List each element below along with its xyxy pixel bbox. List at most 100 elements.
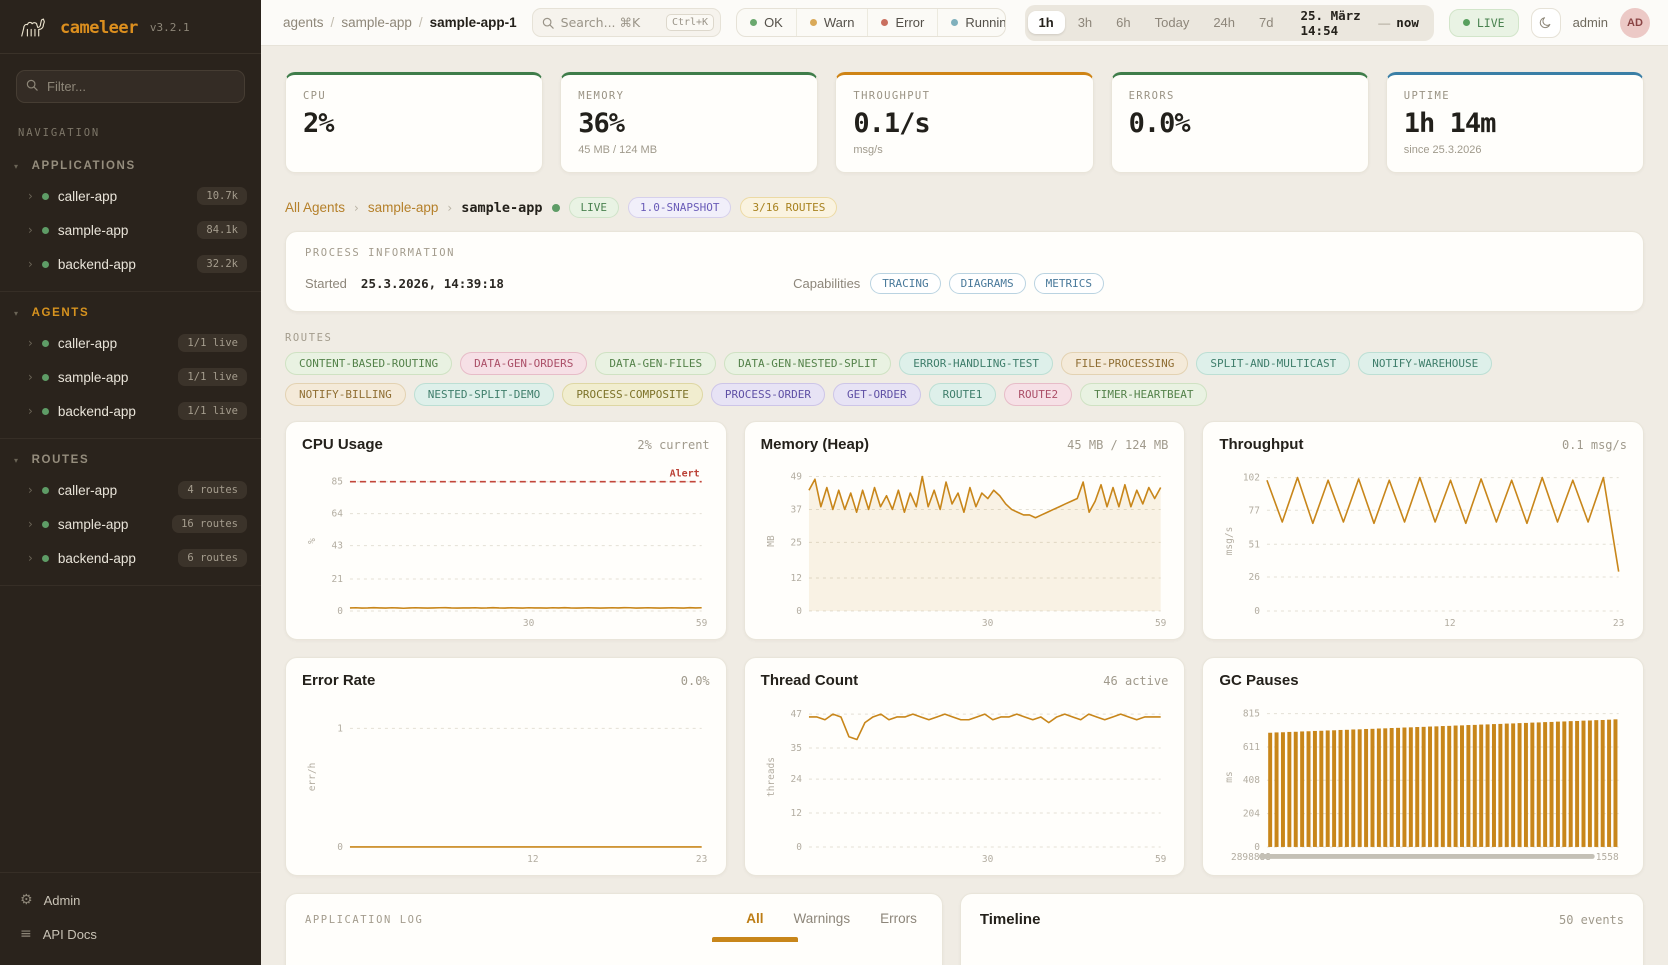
chart-plot-throughput: 0 26 51 77 102 msg/s 12 23 <box>1224 473 1624 629</box>
gc-chart-scrollbar[interactable] <box>1259 853 1596 859</box>
search-icon <box>542 17 554 29</box>
log-tab-all[interactable]: All <box>711 911 799 942</box>
status-dot-green <box>41 339 49 347</box>
capability-chip-tracing: TRACING <box>870 273 941 294</box>
sidebar-item-routes-backend-app[interactable]: › backend-app 6 routes <box>0 541 261 575</box>
sidebar-item-label: sample-app <box>57 369 129 385</box>
svg-text:30: 30 <box>982 618 994 629</box>
status-filter-label: Warn <box>823 15 855 30</box>
sidebar-section-header-applications[interactable]: ▾ APPLICATIONS <box>0 153 261 179</box>
route-chip-route1[interactable]: ROUTE1 <box>928 383 997 406</box>
process-info-card: PROCESS INFORMATION Started 25.3.2026, 1… <box>285 231 1644 312</box>
chart-plot-gc-pauses: 0 204 408 611 815 ms 2898888 1558 <box>1224 709 1619 863</box>
agent-link-all-agents[interactable]: All Agents <box>285 200 346 215</box>
sidebar-item-applications-backend-app[interactable]: › backend-app 32.2k <box>0 247 261 281</box>
route-chip-nested-split-demo[interactable]: NESTED-SPLIT-DEMO <box>413 383 555 406</box>
status-dot-green <box>41 260 49 268</box>
svg-text:0: 0 <box>1255 606 1261 617</box>
route-chip-timer-heartbeat[interactable]: TIMER-HEARTBEAT <box>1080 383 1208 406</box>
app-logo[interactable]: cameleer v3.2.1 <box>0 0 261 54</box>
sidebar-item-badge: 84.1k <box>197 221 247 239</box>
status-filter-ok[interactable]: OK <box>737 9 796 36</box>
route-chip-route2[interactable]: ROUTE2 <box>1004 383 1073 406</box>
sidebar-item-routes-caller-app[interactable]: › caller-app 4 routes <box>0 473 261 507</box>
section-label: ROUTES <box>31 454 90 466</box>
live-badge[interactable]: LIVE <box>1448 8 1519 37</box>
route-chip-data-gen-files[interactable]: DATA-GEN-FILES <box>595 352 717 375</box>
status-filter-label: Error <box>895 15 925 30</box>
chart-title: Thread Count <box>760 672 859 689</box>
sidebar-section-header-routes[interactable]: ▾ ROUTES <box>0 447 261 473</box>
theme-toggle-button[interactable] <box>1530 7 1561 38</box>
sidebar-item-agents-sample-app[interactable]: › sample-app 1/1 live <box>0 360 261 394</box>
svg-text:59: 59 <box>1155 618 1167 629</box>
metric-card-memory: MEMORY 36% 45 MB / 124 MB <box>560 72 819 173</box>
avatar[interactable]: AD <box>1620 7 1650 38</box>
time-range-24h[interactable]: 24h <box>1202 11 1246 34</box>
log-tab-warnings[interactable]: Warnings <box>794 911 851 942</box>
route-chip-process-composite[interactable]: PROCESS-COMPOSITE <box>562 383 703 406</box>
sidebar-footer-admin[interactable]: ⚙ Admin <box>0 883 261 917</box>
time-range-1h[interactable]: 1h <box>1027 11 1065 34</box>
status-filter-warn[interactable]: Warn <box>795 9 868 36</box>
sidebar-item-badge: 1/1 live <box>178 368 247 386</box>
status-dot-green <box>41 192 49 200</box>
route-chip-content-based-routing[interactable]: CONTENT-BASED-ROUTING <box>285 352 453 375</box>
status-filter-error[interactable]: Error <box>867 9 937 36</box>
sidebar-item-agents-caller-app[interactable]: › caller-app 1/1 live <box>0 326 261 360</box>
breadcrumb-link-agents[interactable]: agents <box>283 15 324 30</box>
agent-link-sample-app[interactable]: sample-app <box>367 200 439 215</box>
log-tab-errors[interactable]: Errors <box>880 911 917 942</box>
time-from[interactable]: 25. März 14:54 <box>1300 7 1361 38</box>
route-chip-data-gen-nested-split[interactable]: DATA-GEN-NESTED-SPLIT <box>724 352 892 375</box>
right-column: agents / sample-app / sample-app-1 Ctrl+K OK… <box>261 0 1668 965</box>
chevron-down-icon: ▾ <box>14 161 20 171</box>
sidebar-item-agents-backend-app[interactable]: › backend-app 1/1 live <box>0 394 261 428</box>
route-chip-get-order[interactable]: GET-ORDER <box>833 383 921 406</box>
sidebar-item-routes-sample-app[interactable]: › sample-app 16 routes <box>0 507 261 541</box>
sidebar-section-applications: ▾ APPLICATIONS › caller-app 10.7k › sample-app… <box>0 145 261 292</box>
sidebar-item-applications-caller-app[interactable]: › caller-app 10.7k <box>0 179 261 213</box>
chevron-right-icon: › <box>28 189 33 203</box>
sidebar-section-header-agents[interactable]: ▾ AGENTS <box>0 300 261 326</box>
moon-icon <box>1539 16 1550 28</box>
filter-input[interactable] <box>16 70 245 103</box>
time-range-3h[interactable]: 3h <box>1067 11 1103 34</box>
route-chip-file-processing[interactable]: FILE-PROCESSING <box>1061 352 1189 375</box>
chart-card-memory: Memory (Heap) 45 MB / 124 MB 0 12 25 37 49 MB 30… <box>743 421 1186 640</box>
chart-card-throughput: Throughput 0.1 msg/s 0 26 51 77 102 msg/s 12 23 <box>1202 421 1644 640</box>
started-value: 25.3.2026, 14:39:18 <box>360 276 504 291</box>
timeline-title: Timeline <box>979 911 1041 928</box>
time-range-today[interactable]: Today <box>1144 11 1201 34</box>
time-range-group: 1h 3h 6h Today 24h 7d 25. März 14:54 — now <box>1024 4 1434 41</box>
time-to[interactable]: now <box>1396 15 1419 30</box>
route-chip-error-handling-test[interactable]: ERROR-HANDLING-TEST <box>899 352 1054 375</box>
time-separator: — <box>1378 15 1391 30</box>
process-started: Started 25.3.2026, 14:39:18 <box>305 276 504 291</box>
metric-value: 0.1/s <box>853 108 930 139</box>
sidebar-item-applications-sample-app[interactable]: › sample-app 84.1k <box>0 213 261 247</box>
route-chip-data-gen-orders[interactable]: DATA-GEN-ORDERS <box>460 352 588 375</box>
sidebar-item-label: caller-app <box>57 188 118 204</box>
svg-text:30: 30 <box>523 618 535 629</box>
svg-text:1558: 1558 <box>1596 852 1619 863</box>
svg-text:35: 35 <box>790 743 801 754</box>
route-chip-split-and-multicast[interactable]: SPLIT-AND-MULTICAST <box>1196 352 1351 375</box>
svg-text:37: 37 <box>790 504 801 515</box>
metric-label: ERRORS <box>1128 90 1175 102</box>
svg-text:51: 51 <box>1249 539 1261 550</box>
bottom-row: APPLICATION LOG All Warnings Errors Timeli… <box>285 893 1644 965</box>
route-chip-notify-billing[interactable]: NOTIFY-BILLING <box>285 383 406 406</box>
breadcrumb-link-sample-app[interactable]: sample-app <box>341 15 412 30</box>
time-range-7d[interactable]: 7d <box>1248 11 1284 34</box>
svg-text:30: 30 <box>982 854 994 865</box>
status-filter-running[interactable]: Running <box>937 9 1005 36</box>
route-chip-notify-warehouse[interactable]: NOTIFY-WAREHOUSE <box>1358 352 1493 375</box>
chart-title: Memory (Heap) <box>760 436 870 453</box>
agent-current: sample-app <box>461 199 543 216</box>
svg-text:0: 0 <box>337 842 343 853</box>
route-chip-process-order[interactable]: PROCESS-ORDER <box>710 383 825 406</box>
sidebar-footer-api-docs[interactable]: ≡ API Docs <box>0 917 261 951</box>
topbar-right-cluster: LIVE admin AD <box>1448 7 1650 38</box>
time-range-6h[interactable]: 6h <box>1105 11 1141 34</box>
